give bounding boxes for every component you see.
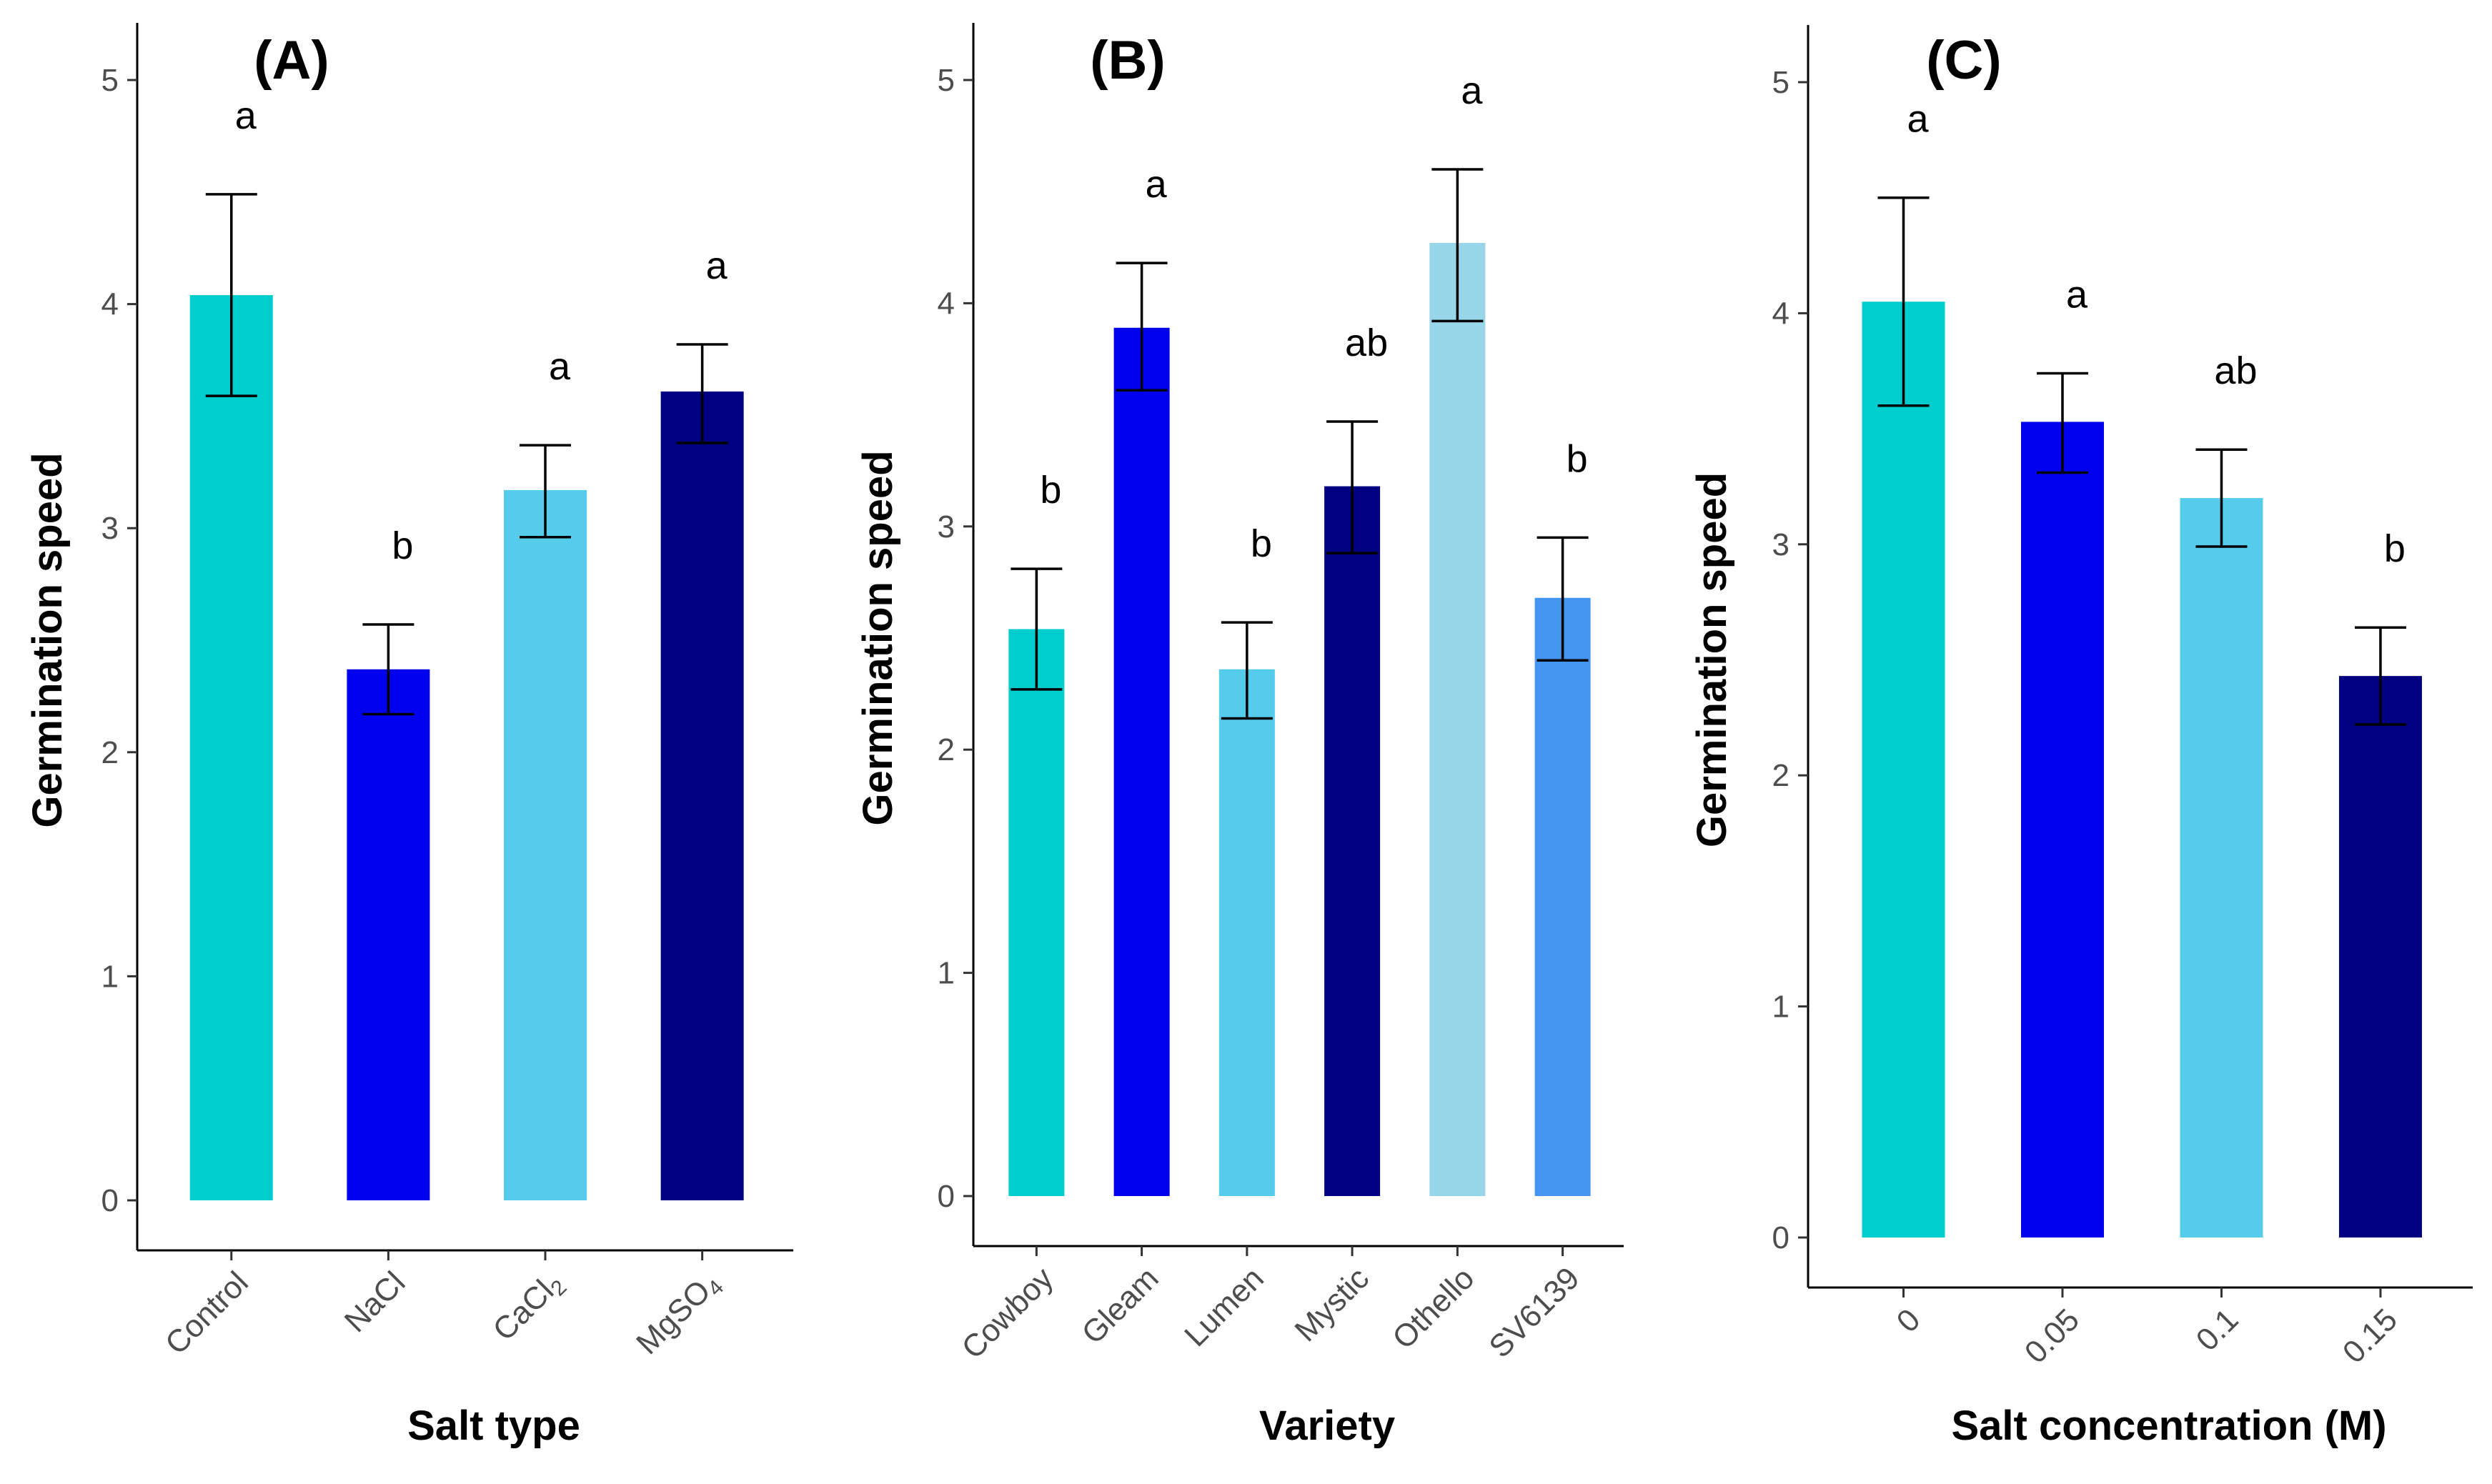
x-axis-title: Salt concentration (M)	[1951, 1403, 2386, 1449]
y-tick-label: 1	[101, 959, 119, 994]
y-tick-label: 5	[101, 63, 119, 98]
x-tick-label: NaCl	[338, 1265, 412, 1339]
y-tick-label: 4	[101, 287, 119, 322]
panel-3: 0 1 2 3 4 5 Germination speed Salt concentratio…	[1689, 25, 2473, 1449]
significance-label: b	[1567, 437, 1588, 480]
y-axis-title: Germination speed	[1689, 472, 1735, 847]
bar-0.05	[2020, 422, 2104, 1238]
y-axis-title: Germination speed	[855, 450, 901, 825]
y-tick-label: 4	[1772, 296, 1789, 331]
x-tick-label: Othello	[1386, 1260, 1481, 1355]
x-tick-label: 0.05	[2018, 1302, 2086, 1370]
x-tick-label: Control	[159, 1265, 255, 1361]
x-axis-title: Salt type	[407, 1403, 580, 1449]
bar-nacl	[347, 669, 430, 1200]
significance-label: a	[1461, 69, 1483, 112]
bar-lumen	[1218, 669, 1275, 1196]
y-tick-label: 2	[101, 735, 119, 770]
x-tick-label: 0	[1890, 1302, 1927, 1339]
x-tick-label: 0.1	[2190, 1302, 2245, 1358]
bar-control	[189, 295, 273, 1200]
significance-label: b	[1251, 522, 1272, 565]
y-tick-label: 1	[938, 956, 955, 991]
bar-sv6139	[1534, 597, 1591, 1196]
y-tick-label: 2	[938, 732, 955, 767]
panel-label: (C)	[1926, 30, 2002, 91]
x-tick-label-subscript: 2	[546, 1275, 571, 1300]
significance-label: a	[1146, 163, 1168, 206]
significance-label: ab	[2214, 349, 2257, 392]
bar-0.15	[2338, 676, 2422, 1238]
significance-label: a	[1907, 98, 1929, 141]
bar-0.1	[2180, 498, 2263, 1238]
significance-label: ab	[1345, 322, 1388, 364]
significance-label: a	[706, 244, 728, 287]
y-tick-label: 0	[1772, 1220, 1789, 1255]
significance-label: a	[549, 345, 571, 388]
y-tick-label: 0	[938, 1179, 955, 1214]
panel-label: (B)	[1090, 30, 1166, 91]
bar-0	[1862, 302, 1945, 1238]
bar-gleam	[1113, 327, 1170, 1196]
x-tick-label: SV6139	[1482, 1260, 1586, 1364]
significance-label: b	[2384, 527, 2406, 570]
bar-mgso	[660, 391, 744, 1200]
x-tick-label: Mystic	[1288, 1260, 1376, 1348]
x-tick-label: MgSO4	[630, 1265, 728, 1363]
significance-label: a	[2066, 273, 2088, 316]
panel-label: (A)	[254, 30, 329, 91]
x-tick-label: CaCl2	[486, 1265, 571, 1350]
panel-2: 0 1 2 3 4 5 Germination speed Variety (B) b Cowboy…	[855, 23, 1624, 1449]
y-tick-label: 3	[1772, 527, 1789, 562]
y-tick-label: 5	[938, 63, 955, 98]
y-tick-label: 4	[938, 286, 955, 321]
bar-mystic	[1324, 486, 1381, 1196]
y-tick-label: 1	[1772, 990, 1789, 1025]
x-axis-title: Variety	[1259, 1403, 1395, 1449]
x-tick-label: Gleam	[1075, 1260, 1165, 1350]
significance-label: a	[235, 94, 257, 137]
y-axis-title: Germination speed	[24, 452, 71, 827]
y-tick-label: 2	[1772, 758, 1789, 793]
y-tick-label: 0	[101, 1183, 119, 1218]
x-tick-label: 0.15	[2336, 1302, 2404, 1370]
x-tick-label: Lumen	[1178, 1260, 1271, 1353]
y-tick-label: 5	[1772, 65, 1789, 100]
bar-cacl	[504, 489, 587, 1200]
x-tick-label-subscript: 4	[703, 1275, 728, 1300]
bar-cowboy	[1008, 629, 1065, 1196]
y-tick-label: 3	[938, 509, 955, 544]
x-tick-label: Cowboy	[955, 1260, 1060, 1365]
significance-label: b	[1040, 469, 1061, 512]
significance-label: b	[392, 524, 413, 567]
y-tick-label: 3	[101, 511, 119, 546]
bar-othello	[1429, 243, 1486, 1196]
